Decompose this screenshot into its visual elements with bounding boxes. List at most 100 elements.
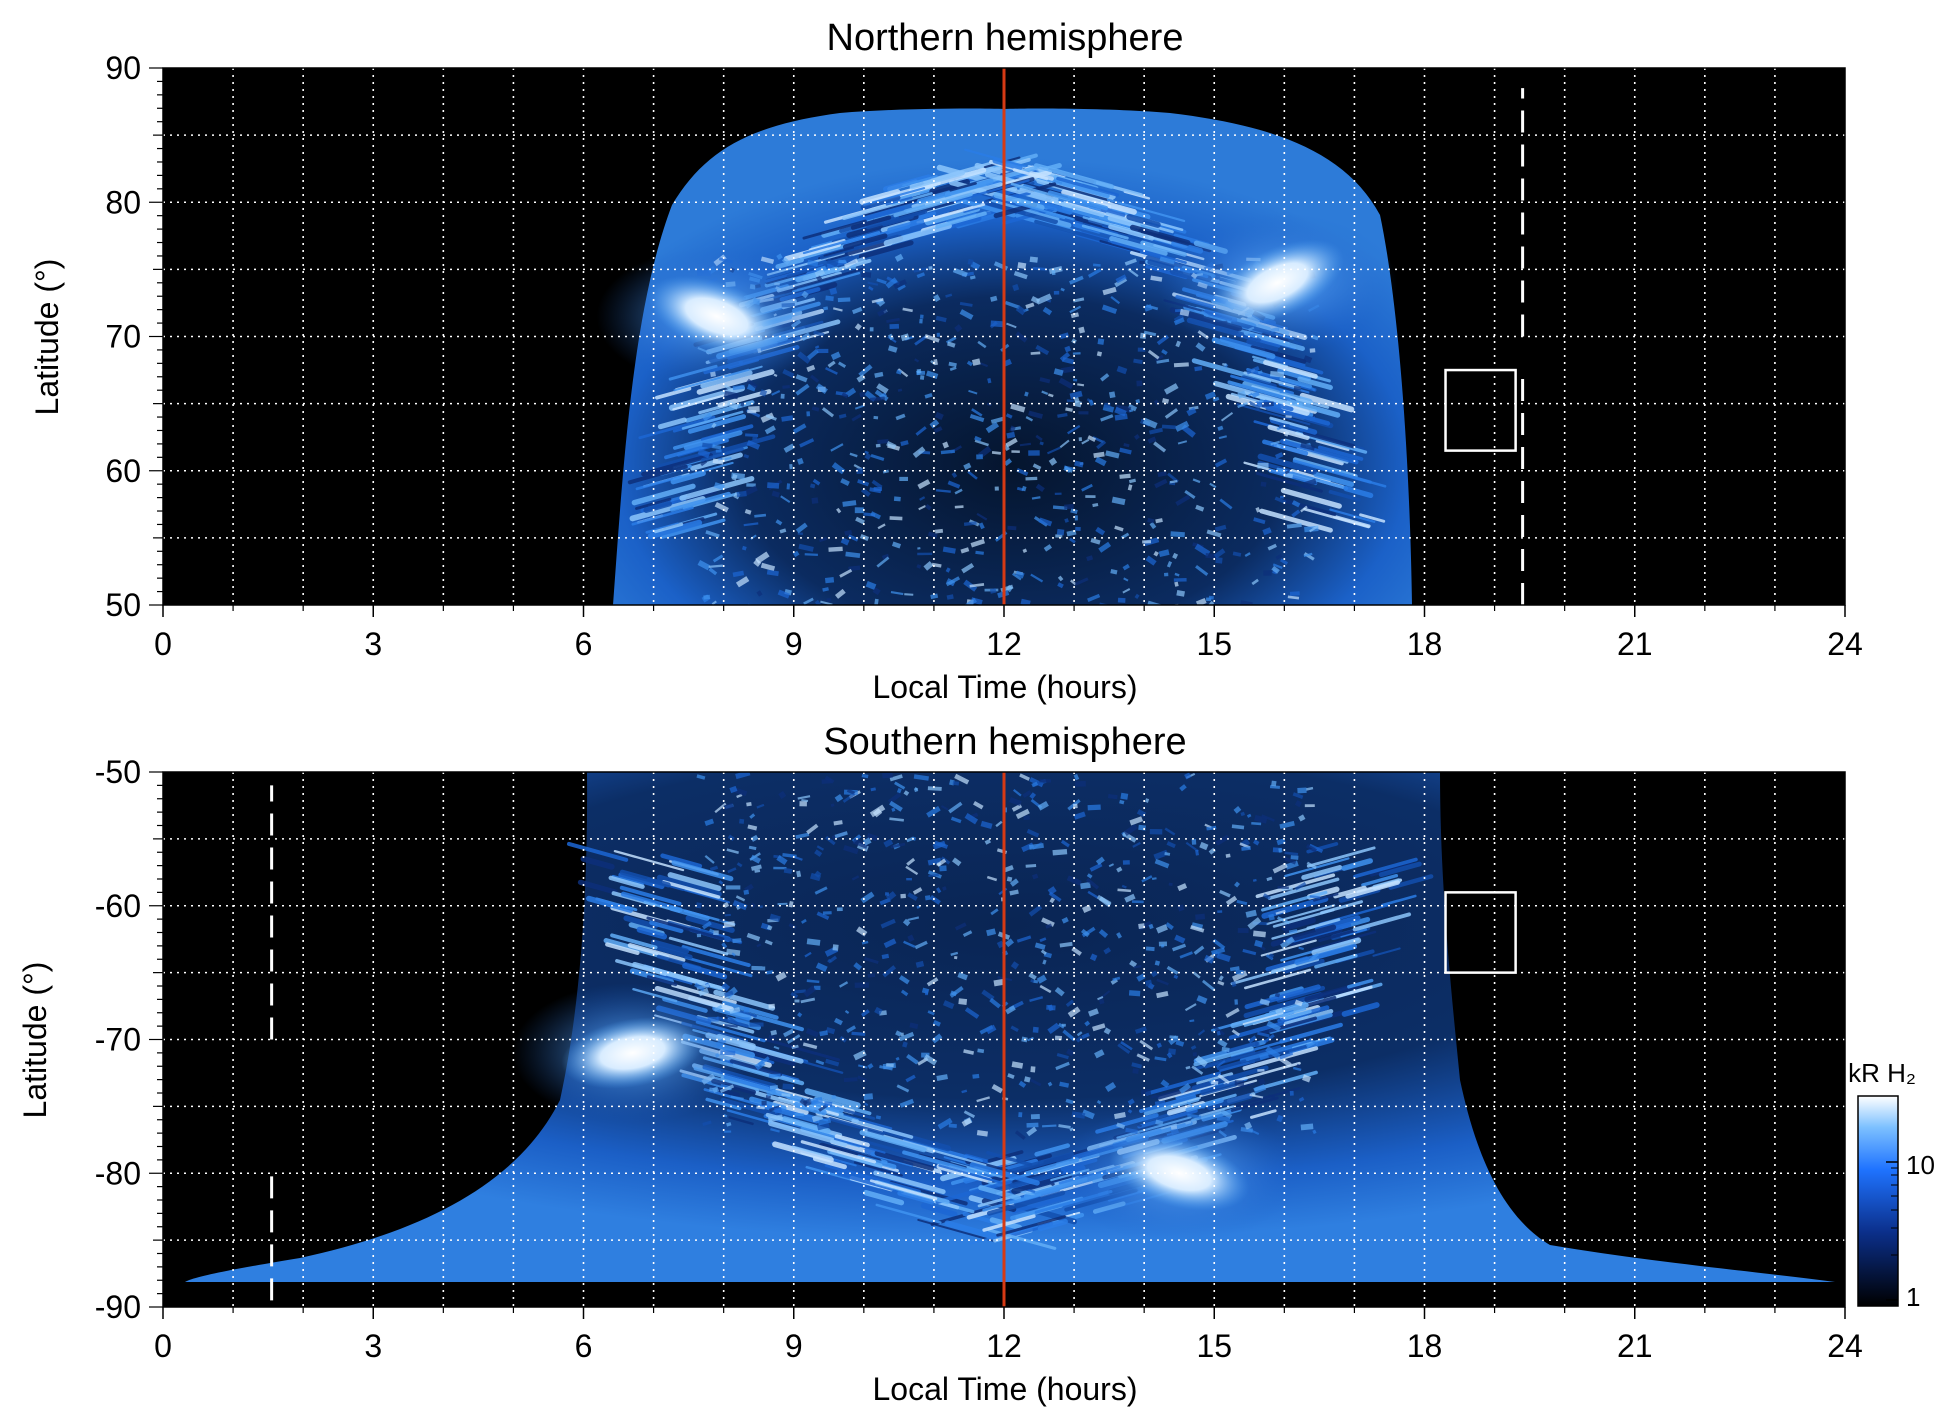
south-speckle <box>1028 843 1044 850</box>
south-speckle <box>883 838 894 848</box>
north-speckle <box>724 456 732 461</box>
north-speckle <box>1081 438 1090 445</box>
north-speckle <box>1096 440 1107 450</box>
south-speckle <box>1039 778 1052 783</box>
south-speckle <box>950 990 958 997</box>
north-streak <box>631 483 696 506</box>
north-streak <box>1279 376 1312 389</box>
north-ytick-label: 90 <box>105 50 141 86</box>
south-speckle <box>939 865 947 872</box>
north-speckle <box>732 570 745 578</box>
south-streak <box>851 1119 914 1139</box>
north-speckle <box>1309 524 1319 533</box>
north-speckle <box>886 317 900 323</box>
north-speckle <box>1279 389 1284 394</box>
south-speckle <box>905 1074 916 1083</box>
north-streak <box>1000 169 1053 188</box>
south-speckle <box>1192 971 1201 979</box>
south-speckle <box>1087 804 1101 811</box>
north-speckle <box>743 522 759 527</box>
north-speckle <box>974 435 982 442</box>
north-speckle <box>945 567 951 573</box>
south-speckle <box>794 989 806 994</box>
north-speckle <box>1088 399 1095 407</box>
south-speckle <box>1117 1043 1131 1054</box>
south-speckle <box>1275 1007 1284 1016</box>
south-speckle <box>936 858 947 867</box>
north-speckle <box>1267 543 1277 551</box>
north-speckle <box>874 598 879 605</box>
south-speckle <box>1034 942 1046 950</box>
north-speckle <box>753 558 762 567</box>
south-speckle <box>800 997 816 1004</box>
south-speckle <box>996 940 1005 949</box>
south-speckle <box>972 1073 980 1079</box>
south-speckle <box>1010 1025 1019 1033</box>
north-speckle <box>851 413 862 422</box>
south-streak <box>902 1138 983 1164</box>
north-speckle <box>795 383 810 396</box>
south-speckle <box>696 933 702 938</box>
south-speckle <box>1047 886 1057 895</box>
south-speckle <box>822 911 832 915</box>
south-speckle <box>1154 1056 1167 1062</box>
south-speckle <box>977 1048 985 1054</box>
south-streak <box>944 1220 997 1240</box>
north-speckle <box>1154 354 1164 362</box>
north-speckle <box>1006 431 1016 439</box>
south-speckle <box>1133 964 1142 969</box>
north-streak <box>921 167 987 190</box>
south-streak <box>681 945 751 968</box>
south-speckle <box>883 938 897 949</box>
north-speckle <box>1039 441 1044 446</box>
south-speckle <box>1071 946 1082 956</box>
south-speckle <box>1269 785 1280 789</box>
north-speckle <box>1129 409 1134 413</box>
north-speckle <box>826 598 832 602</box>
south-speckle <box>732 938 742 944</box>
south-speckle <box>1231 970 1248 982</box>
north-speckle <box>821 407 835 418</box>
north-speckle <box>1143 304 1153 312</box>
north-speckle <box>1291 509 1301 518</box>
south-speckle <box>1011 1061 1024 1069</box>
north-box <box>1444 368 1517 452</box>
south-speckle <box>719 919 723 922</box>
north-speckle <box>1015 305 1027 316</box>
north-speckle <box>915 426 927 436</box>
north-speckle <box>1055 534 1063 538</box>
north-speckle <box>705 530 720 538</box>
south-streak <box>834 1134 870 1148</box>
south-speckle <box>882 772 893 779</box>
south-streak <box>981 1160 1057 1186</box>
north-speckle <box>1025 416 1034 422</box>
north-speckle <box>1161 424 1176 430</box>
south-speckle <box>766 1089 777 1097</box>
south-speckle <box>958 998 968 1005</box>
south-speckle <box>890 842 906 849</box>
north-speckle <box>887 345 898 353</box>
south-speckle <box>805 1028 820 1038</box>
north-speckle <box>1097 338 1105 345</box>
north-speckle <box>919 314 924 319</box>
north-speckle <box>1025 302 1035 309</box>
south-streak <box>812 1156 847 1170</box>
south-streak <box>649 920 684 934</box>
south-streak <box>927 1148 987 1167</box>
south-streak <box>986 1151 1033 1167</box>
south-speckle <box>989 997 1001 1009</box>
north-speckle <box>752 434 758 441</box>
north-speckle <box>1262 527 1272 536</box>
north-speckle <box>834 588 846 599</box>
south-speckle <box>1292 1066 1302 1072</box>
south-streak <box>1267 877 1340 900</box>
south-speckle <box>899 1098 915 1108</box>
north-speckle <box>1255 507 1261 513</box>
north-speckle <box>1247 392 1253 397</box>
north-speckle <box>856 468 863 475</box>
north-speckle <box>1163 572 1169 577</box>
north-speckle <box>1215 557 1223 564</box>
north-speckle <box>854 404 865 410</box>
south-speckle <box>736 793 743 799</box>
north-speckle <box>795 374 808 383</box>
